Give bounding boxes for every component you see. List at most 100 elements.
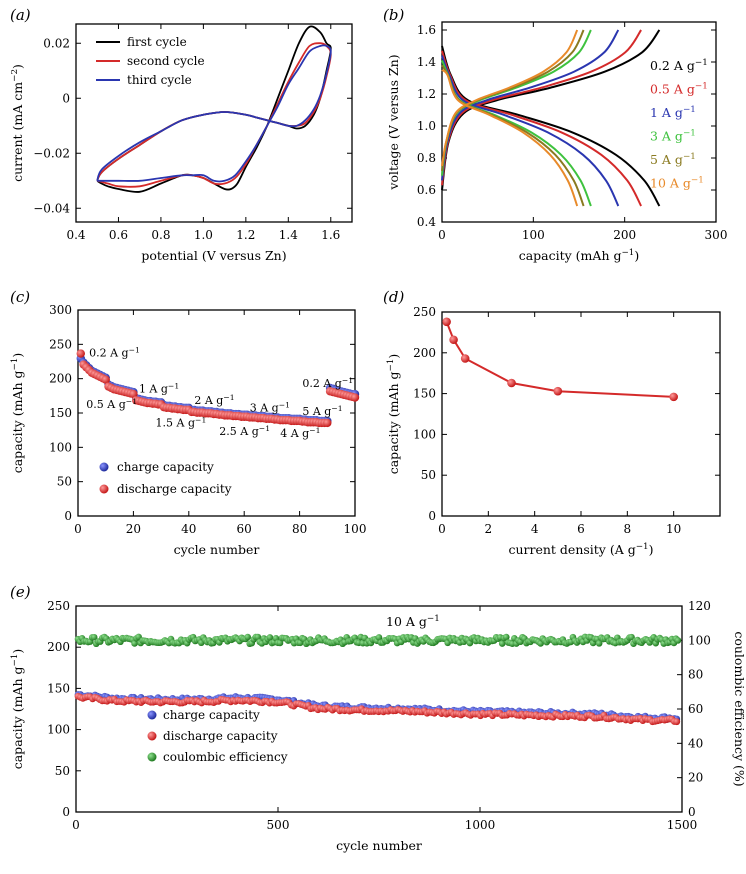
legend-label: discharge capacity	[163, 729, 278, 743]
x-tick-label: 0	[438, 228, 446, 242]
x-tick-label: 80	[292, 522, 307, 536]
efficiency-point	[90, 633, 98, 641]
x-tick-label: 4	[531, 522, 539, 536]
x-tick-label: 10	[666, 522, 681, 536]
chart-panel-c: 0 20 40 60 80 100 0 50 100 150 200 250 300 cycle numb…	[10, 303, 366, 557]
x-axis-label: capacity (mAh g−1)	[519, 248, 640, 263]
rate-label: 3 A g−1	[250, 400, 290, 415]
x-tick-label: 1.2	[236, 228, 255, 242]
y-tick-label: 250	[413, 305, 436, 319]
y-tick-label: 0.02	[43, 36, 70, 50]
y-tick-label: 250	[49, 337, 72, 351]
y-tick-label: 200	[47, 640, 70, 654]
efficiency-point	[674, 637, 682, 644]
legend-label: discharge capacity	[117, 482, 232, 496]
legend-marker	[147, 710, 157, 720]
y-tick-label: 200	[49, 372, 72, 386]
rate-label: 2 A g−1	[194, 393, 234, 408]
y-tick-label: 250	[47, 599, 70, 613]
x-tick-label: 0.4	[66, 228, 85, 242]
cv-curve-third-cycle	[96, 44, 332, 183]
y-tick-label: 50	[55, 764, 70, 778]
y-tick-label: 1.0	[417, 119, 436, 133]
x-tick-label: 1.4	[279, 228, 298, 242]
x-tick-label: 6	[577, 522, 585, 536]
chart-panel-b: 0 100 200 300 0.4 0.6 0.8 1.0 1.2 1.4 1.6 capacity …	[386, 21, 728, 263]
rate-label: 0.2 A g−1	[302, 375, 353, 390]
panel-c-tag: (c)	[10, 288, 30, 306]
x-tick-label: 20	[126, 522, 141, 536]
y-right-tick-label: 60	[688, 702, 703, 716]
y-tick-label: 0	[62, 805, 70, 819]
y-tick-label: 150	[413, 387, 436, 401]
y-tick-label: 100	[49, 440, 72, 454]
efficiency-point	[595, 640, 603, 647]
rate-label: 5 A g−1	[302, 404, 342, 419]
x-tick-label: 1.0	[194, 228, 213, 242]
series-label: 3 A g−1	[650, 129, 696, 144]
y-axis-label: voltage (V versus Zn)	[386, 54, 401, 190]
y-tick-label: 1.6	[417, 23, 436, 37]
y-right-tick-label: 80	[688, 668, 703, 682]
x-tick-label: 500	[267, 818, 290, 832]
discharge-point	[76, 349, 85, 358]
y-tick-label: 0	[64, 509, 72, 523]
plot-frame	[75, 23, 353, 223]
rate-point	[442, 317, 451, 327]
rate-label: 2.5 A g−1	[219, 423, 270, 438]
chart-panel-a: 0.4 0.6 0.8 1.0 1.2 1.4 1.6 0.02 0 −0.02 −0.04 pote…	[10, 23, 353, 263]
y-axis-label: current (mA cm−2)	[10, 64, 25, 182]
y-tick-label: 50	[421, 468, 436, 482]
y-axis-label: capacity (mAh g−1)	[10, 353, 25, 474]
series-label: 1 A g−1	[650, 105, 696, 120]
y-axis-label: capacity (mAh g−1)	[10, 649, 25, 770]
rate-label: 1.5 A g−1	[156, 415, 207, 430]
efficiency-point	[131, 640, 138, 647]
y-tick-label: 1.4	[417, 55, 436, 69]
y-tick-label: 0.8	[417, 151, 436, 165]
legend-marker	[147, 752, 157, 762]
y-tick-label: 0.4	[417, 215, 436, 229]
x-tick-label: 200	[613, 228, 636, 242]
rate-point	[460, 354, 470, 363]
rate-label: 0.2 A g−1	[89, 345, 140, 360]
y-tick-label: 0	[62, 91, 70, 105]
current-annotation: 10 A g−1	[386, 614, 440, 629]
x-tick-label: 0.8	[151, 228, 170, 242]
x-tick-label: 0.6	[109, 228, 128, 242]
y-tick-label: 0.6	[417, 183, 436, 197]
legend-label: third cycle	[127, 73, 192, 87]
discharge-point	[101, 375, 110, 384]
plot-frame	[441, 21, 717, 223]
panel-a-tag: (a)	[10, 6, 31, 24]
rate-point	[669, 392, 678, 402]
y-tick-label: 300	[49, 303, 72, 317]
y-right-tick-label: 100	[688, 633, 711, 647]
x-tick-label: 1.6	[321, 228, 340, 242]
series-label: 0.2 A g−1	[650, 58, 708, 73]
legend-marker-discharge	[99, 484, 109, 494]
y-axis-label: capacity (mAh g−1)	[386, 354, 401, 475]
panel-d-tag: (d)	[383, 288, 404, 306]
rate-point	[507, 378, 516, 388]
plot-frame	[441, 311, 721, 517]
legend-label: charge capacity	[117, 460, 214, 474]
x-tick-label: 300	[705, 228, 728, 242]
efficiency-point	[502, 633, 510, 641]
x-tick-label: 8	[624, 522, 632, 536]
y-right-tick-label: 120	[688, 599, 711, 613]
x-tick-label: 0	[74, 522, 82, 536]
discharge-curve	[441, 69, 579, 207]
charge-curve	[441, 29, 579, 167]
y-tick-label: 200	[413, 346, 436, 360]
y-tick-label: 100	[413, 427, 436, 441]
efficiency-point	[254, 633, 262, 641]
y-tick-label: 50	[57, 475, 72, 489]
legend-marker	[147, 731, 157, 741]
efficiency-point	[375, 634, 383, 641]
efficiency-point	[276, 639, 284, 647]
rate-label: 4 A g−1	[280, 426, 320, 441]
